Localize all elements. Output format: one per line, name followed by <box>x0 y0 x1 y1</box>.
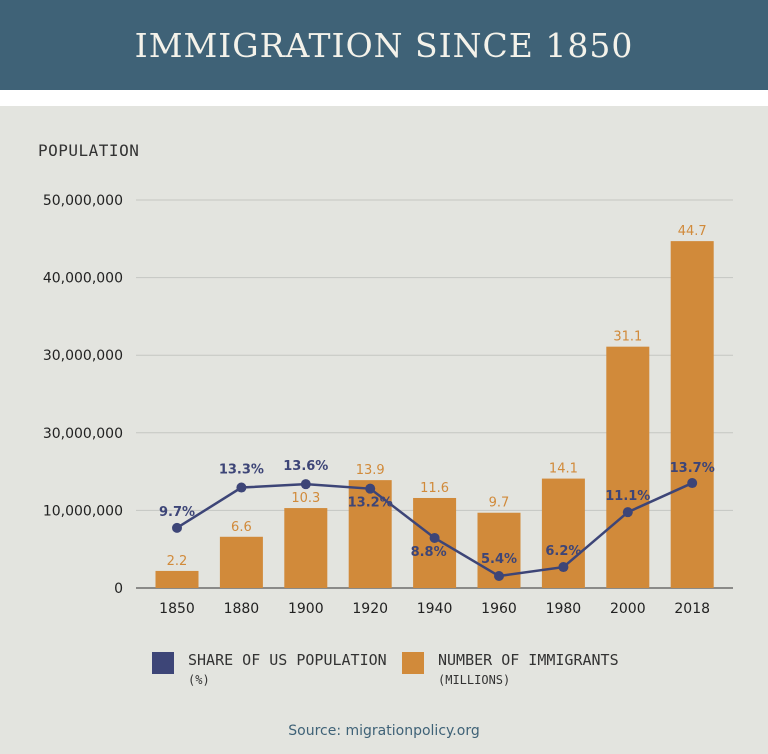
x-tick-label: 2018 <box>674 601 710 617</box>
legend-share-unit: (%) <box>188 673 210 687</box>
share-value-label: 9.7% <box>159 505 195 520</box>
y-tick-label: 50,000,000 <box>43 193 123 209</box>
y-axis-title: POPULATION <box>38 141 140 160</box>
source-note: Source: migrationpolicy.org <box>288 723 480 739</box>
bar <box>284 508 328 588</box>
share-value-label: 13.7% <box>670 461 715 476</box>
bar-value-label: 6.6 <box>231 520 252 535</box>
bar-value-label: 10.3 <box>291 491 320 506</box>
bar-value-label: 13.9 <box>356 463 385 478</box>
bar <box>413 497 457 588</box>
x-tick-label: 1920 <box>352 601 388 617</box>
y-tick-label: 30,000,000 <box>43 426 123 442</box>
bar <box>219 536 263 588</box>
chart-title: IMMIGRATION SINCE 1850 <box>134 25 634 65</box>
x-tick-label: 1940 <box>417 601 453 617</box>
share-value-label: 11.1% <box>605 489 650 504</box>
y-tick-label: 10,000,000 <box>43 503 123 519</box>
x-tick-label: 1900 <box>288 601 324 617</box>
share-point <box>300 479 311 490</box>
share-point <box>494 571 504 582</box>
share-point <box>622 507 633 518</box>
share-point <box>429 532 440 543</box>
bar <box>670 241 714 589</box>
legend-share-swatch <box>152 652 174 674</box>
bar-value-label: 44.7 <box>678 224 707 239</box>
title-banner: IMMIGRATION SINCE 1850 <box>0 0 768 90</box>
share-value-label: 13.2% <box>348 496 393 511</box>
x-tick-label: 1960 <box>481 601 517 617</box>
x-tick-label: 1880 <box>224 601 260 617</box>
bar <box>155 570 199 588</box>
share-value-label: 13.6% <box>283 459 328 474</box>
share-value-label: 8.8% <box>411 545 447 560</box>
share-value-label: 6.2% <box>545 544 581 559</box>
share-point <box>172 522 182 533</box>
share-point <box>236 482 247 493</box>
share-point <box>687 478 698 489</box>
legend-immigrants-label: NUMBER OF IMMIGRANTS <box>438 651 619 669</box>
y-tick-label: 40,000,000 <box>43 271 123 287</box>
divider <box>0 90 768 106</box>
x-tick-label: 2000 <box>610 601 646 617</box>
share-point <box>365 483 376 494</box>
bar-value-label: 14.1 <box>549 462 578 477</box>
share-value-label: 5.4% <box>481 552 517 567</box>
legend-share-label: SHARE OF US POPULATION <box>188 651 387 669</box>
x-tick-label: 1980 <box>546 601 582 617</box>
x-tick-label: 1850 <box>159 601 195 617</box>
legend-immigrants-unit: (MILLIONS) <box>438 673 511 687</box>
share-point <box>558 562 569 573</box>
y-tick-label: 0 <box>114 581 123 597</box>
bar-value-label: 9.7 <box>489 496 510 511</box>
bar-value-label: 31.1 <box>613 330 642 345</box>
bar-value-label: 2.2 <box>167 554 188 569</box>
bar <box>606 346 650 588</box>
legend-immigrants-swatch <box>402 652 424 674</box>
y-tick-label: 30,000,000 <box>43 348 123 364</box>
bar-value-label: 11.6 <box>420 481 449 496</box>
legend-immigrants: NUMBER OF IMMIGRANTS (MILLIONS) <box>402 650 619 690</box>
share-value-label: 13.3% <box>219 463 264 478</box>
legend-share: SHARE OF US POPULATION (%) <box>152 650 387 690</box>
